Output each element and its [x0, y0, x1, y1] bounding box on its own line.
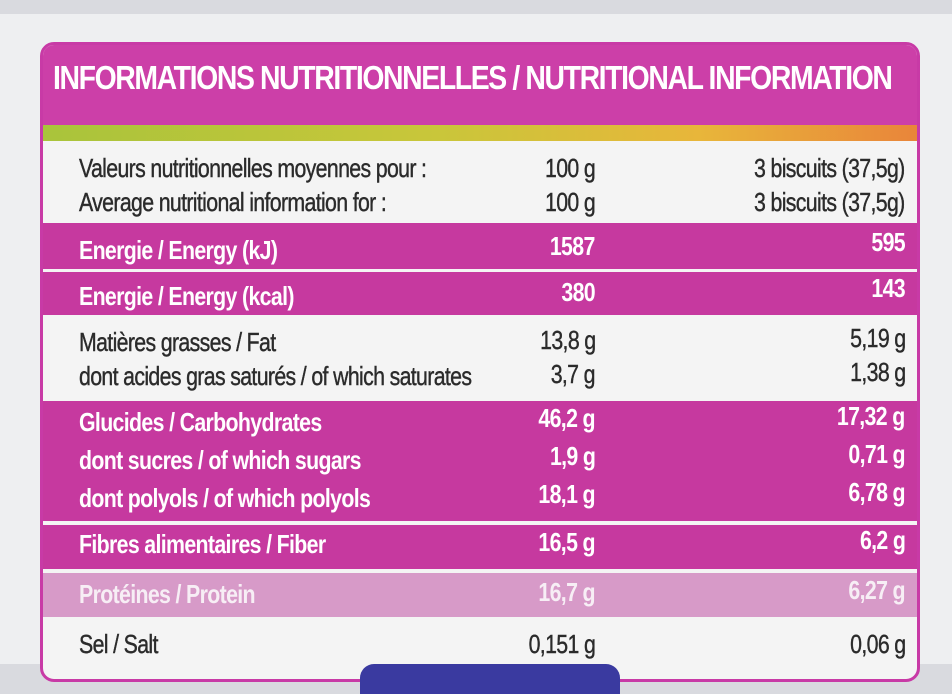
value-per-portion: 5,19 g: [849, 323, 905, 353]
row-label: Energie / Energy (kJ): [79, 235, 278, 265]
value-per-portion: 143: [871, 273, 905, 303]
band-divider: [43, 269, 917, 272]
row-label: Protéines / Protein: [79, 579, 256, 609]
saturates-row: dont acides gras saturés / of which satu…: [43, 357, 917, 395]
salt-row: Sel / Salt 0,151 g 0,06 g: [43, 623, 917, 663]
value-per-100g: 380: [561, 277, 595, 307]
value-per-portion: 0,71 g: [848, 439, 905, 469]
portion-row-en: Average nutritional information for : 10…: [43, 185, 917, 221]
color-stripe: [43, 125, 917, 141]
row-label: dont acides gras saturés / of which satu…: [79, 361, 472, 391]
row-label: Valeurs nutritionnelles moyennes pour :: [79, 153, 427, 183]
nutrition-table: INFORMATIONS NUTRITIONNELLES / NUTRITION…: [40, 42, 920, 682]
table-title: INFORMATIONS NUTRITIONNELLES / NUTRITION…: [53, 59, 893, 96]
value-per-100g: 13,8 g: [539, 325, 595, 355]
value-per-portion: 3 biscuits (37,5g): [754, 153, 906, 183]
value-per-portion: 6,2 g: [859, 525, 906, 555]
value-per-portion: 17,32 g: [837, 401, 905, 431]
table-header: INFORMATIONS NUTRITIONNELLES / NUTRITION…: [43, 45, 917, 125]
value-per-portion: 1,38 g: [849, 357, 905, 387]
row-label: Matières grasses / Fat: [79, 327, 276, 357]
row-label: Sel / Salt: [79, 629, 159, 659]
fiber-band: Fibres alimentaires / Fiber 16,5 g 6,2 g: [43, 525, 917, 569]
value-per-portion: 6,78 g: [848, 477, 905, 507]
value-per-portion: 595: [871, 227, 905, 257]
value-per-100g: 16,7 g: [538, 577, 595, 607]
value-per-100g: 1,9 g: [549, 441, 596, 471]
value-per-100g: 0,151 g: [528, 629, 596, 659]
row-label: dont sucres / of which sugars: [79, 445, 362, 475]
value-per-100g: 100 g: [544, 187, 596, 217]
value-per-portion: 6,27 g: [848, 575, 905, 605]
row-label: Energie / Energy (kcal): [79, 281, 294, 311]
portion-row-fr: Valeurs nutritionnelles moyennes pour : …: [43, 149, 917, 185]
row-label: Glucides / Carbohydrates: [79, 407, 322, 437]
protein-band: Protéines / Protein 16,7 g 6,27 g: [43, 573, 917, 617]
row-label: Fibres alimentaires / Fiber: [79, 529, 326, 559]
value-per-100g: 3,7 g: [550, 359, 596, 389]
value-per-100g: 18,1 g: [538, 479, 595, 509]
value-per-100g: 46,2 g: [538, 403, 595, 433]
package-graphic: [360, 664, 620, 694]
package-panel: INFORMATIONS NUTRITIONNELLES / NUTRITION…: [0, 14, 952, 694]
row-label: Average nutritional information for :: [79, 187, 387, 217]
value-per-portion: 0,06 g: [849, 629, 905, 659]
row-label: dont polyols / of which polyols: [79, 483, 371, 513]
value-per-100g: 100 g: [544, 153, 596, 183]
value-per-100g: 1587: [550, 231, 595, 261]
carbohydrates-band: Glucides / Carbohydrates 46,2 g 17,32 g …: [43, 401, 917, 521]
value-per-portion: 3 biscuits (37,5g): [754, 187, 906, 217]
value-per-100g: 16,5 g: [538, 527, 595, 557]
fat-row: Matières grasses / Fat 13,8 g 5,19 g: [43, 323, 917, 359]
